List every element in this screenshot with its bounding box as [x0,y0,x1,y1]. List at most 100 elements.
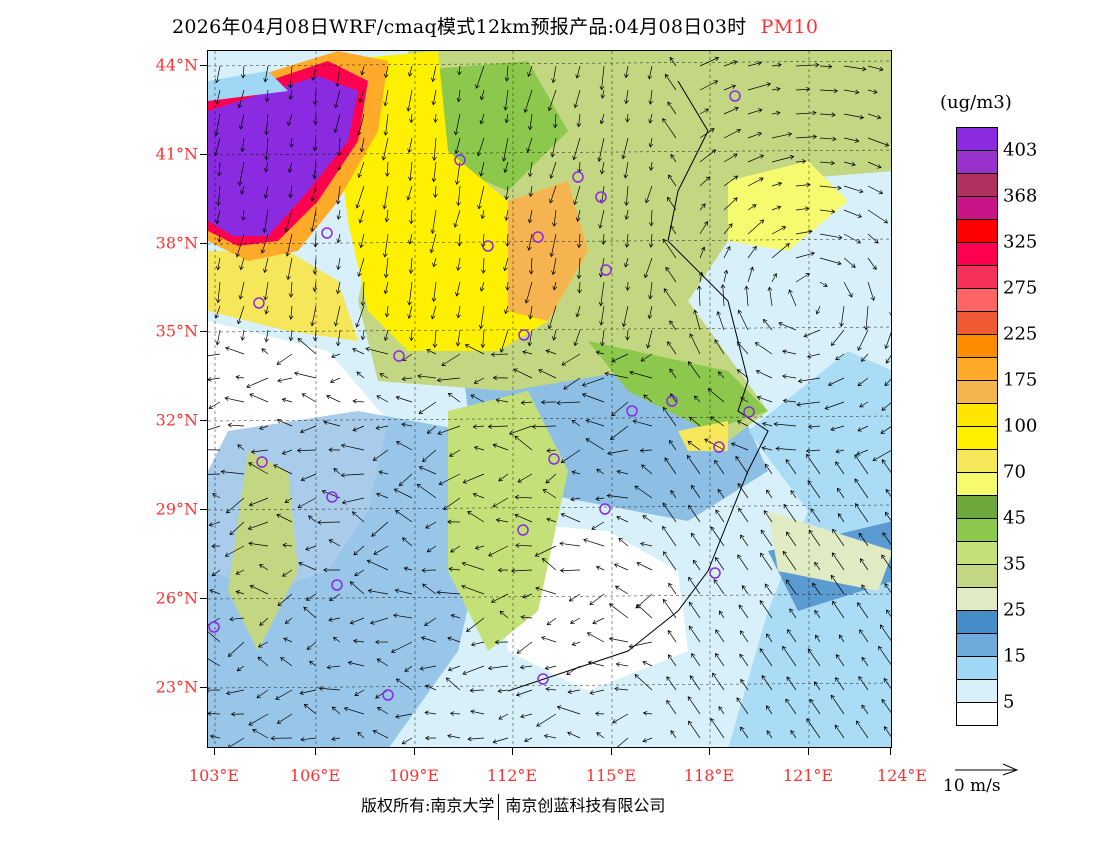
wind-arrow [358,209,365,224]
wind-arrow [208,353,221,357]
wind-arrow [492,497,509,508]
wind-arrow [740,726,749,739]
wind-arrow [856,449,869,456]
wind-arrow [612,713,629,724]
lon-label: 103°E [188,766,240,785]
wind-arrow [303,703,317,715]
wind-arrow [401,537,413,547]
wind-arrow [576,257,582,280]
wind-arrow [215,329,221,346]
wind-arrow [215,89,221,105]
wind-arrow [827,377,845,387]
wind-arrow [240,65,246,79]
wind-arrow [795,206,810,212]
wind-arrow [276,713,293,724]
wind-arrow [480,329,486,349]
city-marker [517,524,529,536]
wind-arrow [747,61,762,67]
wind-arrow [209,589,221,595]
wind-arrow [360,329,366,341]
wind-arrow [586,632,605,643]
wind-arrow [227,641,245,657]
wind-arrow [624,233,630,248]
wind-arrow [519,664,533,670]
lon-label: 124°E [876,766,928,785]
reference-arrow-icon [955,763,1019,776]
lat-label: 38°N [155,233,198,253]
wind-arrow [723,223,733,235]
wind-arrow [503,257,509,272]
lon-tick [611,748,612,755]
wind-arrow [667,629,677,643]
city-marker [572,171,584,183]
wind-arrow [625,281,631,292]
wind-arrow [520,713,533,719]
wind-arrow [225,689,245,696]
wind-arrow [544,665,557,671]
wind-arrow [214,113,221,137]
wind-arrow [857,602,869,619]
wind-arrow [336,137,342,157]
wind-arrow [819,281,828,287]
wind-arrow [714,459,725,475]
city-marker [729,90,741,102]
color-bar-swatch [957,473,997,496]
wind-arrow [552,209,557,227]
wind-arrow [759,600,773,619]
wind-arrow [336,209,342,220]
wind-arrow [835,461,845,475]
city-marker [600,264,612,276]
wind-arrow [545,473,557,484]
color-bar-swatch [957,151,997,174]
wind-arrow [773,421,797,427]
wind-arrow [867,161,882,169]
wind-arrow [248,713,269,726]
wind-arrow [514,435,533,451]
wind-arrow [301,393,317,403]
wind-arrow [229,616,245,622]
wind-arrow [830,694,845,715]
color-bar-label: 175 [1003,369,1038,391]
wind-arrow [260,233,269,254]
wind-arrow [369,617,389,625]
wind-arrow [407,137,413,154]
wind-arrow [401,737,413,745]
color-bar-label: 15 [1003,645,1026,667]
wind-arrow [662,525,677,547]
wind-arrow [208,711,221,716]
lat-label: 26°N [155,588,198,608]
wind-arrow [867,233,879,244]
wind-arrow [814,634,821,643]
wind-arrow [854,454,869,475]
wind-arrow [508,425,533,436]
wind-arrow [778,321,797,331]
wind-arrow [807,480,821,499]
wind-arrow [867,89,878,94]
wind-arrow [510,568,533,574]
wind-arrow [394,588,413,595]
wind-arrow [819,160,836,166]
wind-arrow [264,113,269,136]
wind-arrow [571,470,581,475]
wind-arrow [796,401,821,407]
wind-arrow [764,463,773,475]
wind-arrow [540,399,557,405]
wind-arrow [585,418,605,427]
wind-arrow [663,288,677,307]
wind-arrow [424,710,437,716]
wind-arrow [456,89,462,103]
lat-label: 35°N [155,321,198,341]
wind-arrow [858,675,869,691]
wind-arrow [479,89,485,101]
wind-arrow [467,511,485,523]
wind-arrow [456,185,461,207]
wind-arrow [426,545,437,553]
wind-arrow [497,688,509,694]
wind-arrow [766,730,773,739]
wind-arrow [699,203,706,211]
wind-arrow [649,209,654,227]
wind-arrow [819,136,837,142]
wind-arrow [383,113,389,136]
city-marker [326,491,338,503]
color-bar-swatch [957,496,997,519]
